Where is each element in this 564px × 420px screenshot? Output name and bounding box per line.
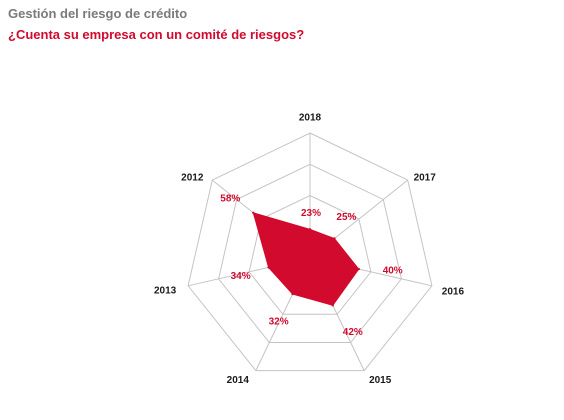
- chart-subtitle: ¿Cuenta su empresa con un comité de ries…: [8, 27, 305, 42]
- value-label-2018: 23%: [301, 208, 321, 219]
- grid-ring-100: [187, 132, 433, 372]
- data-area: [252, 212, 360, 306]
- axis-label-2013: 2013: [154, 285, 177, 296]
- axis-label-2015: 2015: [369, 375, 392, 386]
- axis-label-2016: 2016: [442, 286, 465, 297]
- value-label-2013: 34%: [231, 271, 251, 282]
- data-point-2016: [357, 267, 360, 271]
- data-point-2017: [333, 237, 336, 240]
- data-point-2013: [267, 266, 270, 269]
- value-label-2017: 25%: [336, 212, 356, 223]
- axis-label-2014: 2014: [227, 375, 250, 386]
- data-point-2012: [252, 211, 255, 214]
- radar-labels: 2018 2017 2016 2015 2014 2013 2012 23% 25% 40% 42%…: [154, 113, 464, 387]
- value-label-2016: 40%: [383, 266, 403, 277]
- data-point-2015: [331, 304, 334, 307]
- chart-title: Gestión del riesgo de crédito: [8, 6, 188, 21]
- value-label-2014: 32%: [269, 317, 289, 328]
- grid-ring-75: [218, 163, 402, 343]
- axis-label-2017: 2017: [414, 173, 437, 184]
- axis-label-2018: 2018: [299, 113, 322, 124]
- value-label-2015: 42%: [343, 327, 363, 338]
- value-label-2012: 58%: [220, 193, 240, 204]
- radar-series: [252, 211, 360, 307]
- data-point-2018: [308, 228, 312, 231]
- data-point-2014: [291, 292, 294, 296]
- chart-header: Gestión del riesgo de crédito ¿Cuenta su…: [8, 5, 304, 43]
- axis-label-2012: 2012: [181, 173, 204, 184]
